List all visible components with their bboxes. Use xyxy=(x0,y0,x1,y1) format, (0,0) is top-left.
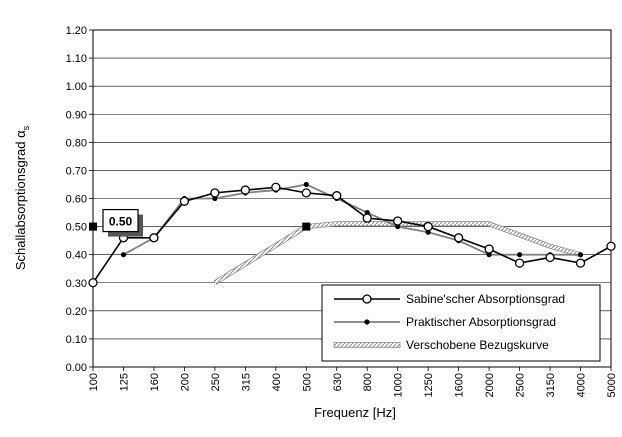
x-tick-label: 1000 xyxy=(393,373,405,397)
data-point-sabine xyxy=(88,278,98,288)
data-point-praktisch xyxy=(577,252,584,258)
legend-label: Sabine'scher Absorptionsgrad xyxy=(406,292,565,306)
data-point-sabine xyxy=(453,233,464,243)
legend-marker-sabine xyxy=(362,294,372,304)
y-tick-label: 0.90 xyxy=(66,109,87,121)
x-tick-label: 250 xyxy=(210,373,222,391)
data-point-praktisch xyxy=(303,181,309,188)
legend-swatch-reference xyxy=(333,342,401,348)
y-axis-label: Schallabsorptionsgrad αs xyxy=(13,125,31,270)
x-tick-label: 800 xyxy=(362,373,374,391)
y-tick-label: 1.10 xyxy=(66,53,87,65)
data-point-praktisch xyxy=(120,252,127,258)
x-tick-label: 160 xyxy=(149,373,161,391)
data-point-sabine xyxy=(271,182,281,192)
y-tick-label: 0.00 xyxy=(66,362,87,374)
y-tick-label: 0.50 xyxy=(66,222,87,234)
data-point-sabine xyxy=(149,233,159,243)
y-axis-label-main: Schallabsorptionsgrad α xyxy=(13,130,28,270)
data-point-sabine xyxy=(210,188,220,198)
annotation-label: 0.50 xyxy=(109,215,133,229)
data-point-sabine xyxy=(545,252,555,263)
x-tick-label: 3150 xyxy=(545,373,557,397)
x-tick-labels: 100 125 160 200 250 315 400 500 630 800 1000 1250 16… xyxy=(88,373,618,397)
y-tick-label: 0.40 xyxy=(66,250,87,262)
x-tick-label: 1600 xyxy=(454,373,466,397)
y-axis-label-sub: s xyxy=(21,125,31,130)
series-line-sabine xyxy=(92,186,612,284)
annotation-marker-reference xyxy=(302,222,311,231)
x-tick-label: 400 xyxy=(271,373,283,391)
legend-label: Verschobene Bezugskurve xyxy=(406,338,549,352)
x-axis-label: Frequenz [Hz] xyxy=(314,405,396,420)
data-point-sabine xyxy=(301,188,311,198)
data-point-sabine xyxy=(179,196,190,206)
legend: Sabine'scher Absorptionsgrad Praktischer … xyxy=(321,284,601,362)
y-tick-label: 0.20 xyxy=(66,306,87,318)
y-tick-label: 0.70 xyxy=(66,165,87,177)
x-tick-label: 125 xyxy=(118,373,130,391)
legend-label: Praktischer Absorptionsgrad xyxy=(406,315,556,329)
series-line-praktisch xyxy=(123,183,581,256)
x-tick-label: 2000 xyxy=(484,373,496,397)
x-tick-label: 4000 xyxy=(576,373,588,397)
x-tick-label: 5000 xyxy=(606,373,618,397)
y-tick-labels: 0.00 0.10 0.20 0.30 0.40 0.50 0.60 0.70 0.80 0.90… xyxy=(66,25,87,374)
data-point-sabine xyxy=(423,221,433,232)
data-point-sabine xyxy=(606,241,616,251)
y-tick-label: 0.60 xyxy=(66,194,87,206)
data-point-sabine xyxy=(393,216,403,226)
y-tick-label: 0.10 xyxy=(66,334,87,346)
series-line-reference xyxy=(213,222,581,285)
series-line-reference-outline xyxy=(213,221,582,285)
x-tick-label: 500 xyxy=(301,373,313,391)
data-point-praktisch xyxy=(516,252,523,258)
x-tick-label: 2500 xyxy=(515,373,527,397)
legend-marker-praktisch xyxy=(364,319,370,325)
data-point-sabine xyxy=(362,213,372,223)
annotation-box xyxy=(102,208,139,233)
y-tick-label: 0.80 xyxy=(66,137,87,149)
x-tick-label: 1250 xyxy=(423,373,435,397)
x-tick-label: 100 xyxy=(88,373,100,391)
x-tick-label: 315 xyxy=(240,373,252,391)
series-layer xyxy=(88,181,616,288)
y-tick-label: 1.20 xyxy=(66,25,87,37)
data-point-sabine xyxy=(240,185,251,195)
y-tick-label: 0.30 xyxy=(66,278,87,290)
x-tick-label: 200 xyxy=(179,373,191,391)
annotation-layer: 0.50 xyxy=(89,208,311,237)
x-tick-label: 630 xyxy=(332,373,344,391)
data-point-sabine xyxy=(575,258,586,268)
data-point-sabine xyxy=(332,191,342,201)
plot-frame xyxy=(92,29,612,368)
data-point-sabine xyxy=(484,244,494,254)
data-point-sabine xyxy=(514,258,525,268)
annotation-marker-left xyxy=(89,222,97,231)
y-tick-label: 1.00 xyxy=(66,81,87,93)
